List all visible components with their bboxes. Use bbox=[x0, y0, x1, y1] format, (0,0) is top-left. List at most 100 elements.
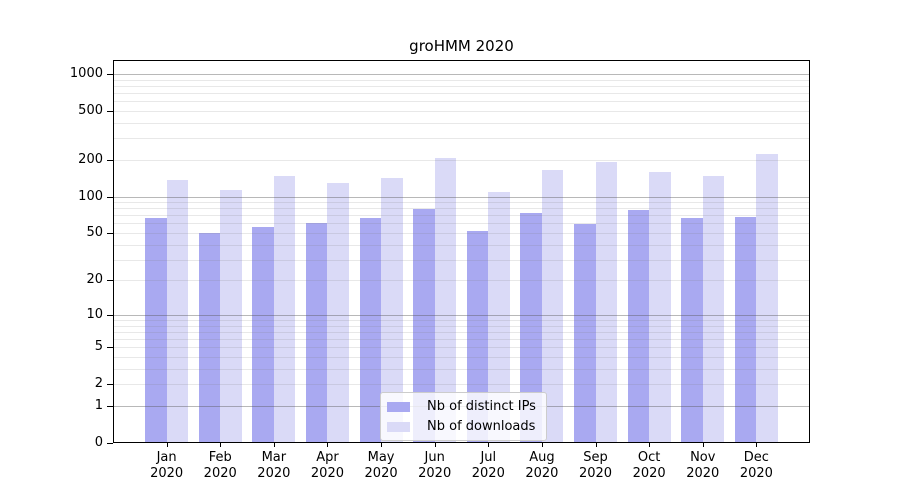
gridline-900 bbox=[113, 79, 810, 81]
y-tick-label-2: 2 bbox=[94, 376, 103, 392]
x-tick-year: 2020 bbox=[257, 466, 291, 481]
x-tick-label-dec: Dec 2020 bbox=[728, 450, 784, 482]
y-tick-10 bbox=[107, 314, 113, 316]
bar-downloads-jun bbox=[434, 158, 457, 443]
bar-ips-sep bbox=[574, 224, 596, 443]
gridline-100 bbox=[113, 196, 810, 198]
bar-downloads-sep bbox=[595, 161, 617, 443]
gridline-7 bbox=[113, 331, 810, 333]
bar-downloads-feb bbox=[220, 190, 242, 443]
bar-downloads-jan bbox=[166, 180, 189, 443]
y-tick-0 bbox=[107, 443, 113, 444]
bar-downloads-apr bbox=[327, 183, 349, 443]
y-tick-label-1: 1 bbox=[94, 397, 103, 413]
x-tick-year: 2020 bbox=[739, 466, 773, 481]
gridline-70 bbox=[113, 215, 810, 217]
bar-ips-nov bbox=[681, 218, 703, 443]
x-tick-label-oct: Oct 2020 bbox=[621, 450, 677, 482]
gridline-5 bbox=[113, 347, 810, 349]
x-tick-label-mar: Mar 2020 bbox=[246, 450, 302, 482]
x-tick-year: 2020 bbox=[578, 466, 613, 481]
plot-area bbox=[113, 60, 810, 443]
bar-downloads-may bbox=[381, 178, 403, 443]
legend-swatch-distinct-ips bbox=[387, 401, 410, 412]
bar-ips-jan bbox=[145, 217, 167, 443]
chart-title: groHMM 2020 bbox=[409, 37, 514, 55]
x-tick-year: 2020 bbox=[525, 466, 559, 481]
gridline-50 bbox=[113, 233, 810, 234]
x-tick-jun bbox=[434, 443, 436, 447]
y-tick-1000 bbox=[107, 74, 113, 75]
x-tick-year: 2020 bbox=[418, 466, 452, 481]
x-tick-year: 2020 bbox=[686, 466, 720, 481]
gridline-20 bbox=[113, 280, 810, 282]
gridline-9 bbox=[113, 320, 810, 322]
gridline-30 bbox=[113, 259, 810, 261]
x-tick-jul bbox=[488, 443, 490, 447]
gridline-6 bbox=[113, 339, 810, 341]
y-tick-200 bbox=[107, 159, 113, 161]
bar-downloads-oct bbox=[649, 172, 671, 443]
x-tick-apr bbox=[327, 443, 329, 447]
bar-downloads-aug bbox=[541, 169, 564, 443]
bar-ips-feb bbox=[198, 233, 221, 443]
bar-downloads-nov bbox=[702, 176, 725, 443]
x-tick-aug bbox=[541, 443, 543, 447]
x-tick-year: 2020 bbox=[471, 466, 505, 481]
gridline-800 bbox=[113, 85, 810, 87]
gridline-8 bbox=[113, 325, 810, 327]
y-tick-label-0: 0 bbox=[94, 435, 103, 450]
x-tick-label-may: May 2020 bbox=[353, 450, 409, 482]
y-tick-5 bbox=[107, 347, 113, 349]
y-tick-label-50: 50 bbox=[86, 225, 103, 240]
x-tick-label-jan: Jan 2020 bbox=[139, 450, 195, 482]
x-tick-jan bbox=[166, 443, 168, 447]
bar-ips-may bbox=[359, 218, 382, 443]
x-tick-year: 2020 bbox=[632, 466, 666, 481]
x-tick-year: 2020 bbox=[203, 466, 237, 481]
gridline-4 bbox=[113, 357, 810, 359]
y-tick-label-10: 10 bbox=[86, 306, 103, 322]
x-tick-label-apr: Apr 2020 bbox=[299, 450, 355, 482]
gridline-600 bbox=[113, 101, 810, 103]
y-tick-label-20: 20 bbox=[86, 272, 103, 288]
x-tick-sep bbox=[595, 443, 597, 447]
bar-downloads-mar bbox=[273, 176, 296, 443]
bar-ips-dec bbox=[734, 216, 757, 443]
bar-downloads-dec bbox=[756, 154, 778, 443]
gridline-200 bbox=[113, 159, 810, 161]
y-tick-label-1000: 1000 bbox=[69, 66, 103, 81]
bar-ips-oct bbox=[627, 210, 650, 443]
legend-label-distinct-ips: Nb of distinct IPs bbox=[427, 399, 536, 414]
x-tick-dec bbox=[756, 443, 758, 447]
x-tick-year: 2020 bbox=[310, 466, 344, 481]
x-tick-label-jun: Jun 2020 bbox=[407, 450, 463, 482]
bar-ips-apr bbox=[306, 222, 328, 443]
y-tick-label-200: 200 bbox=[78, 151, 103, 167]
x-tick-year: 2020 bbox=[150, 466, 184, 481]
x-tick-label-sep: Sep 2020 bbox=[568, 450, 624, 482]
legend-swatch-downloads bbox=[387, 421, 410, 432]
bar-ips-jun bbox=[413, 208, 435, 443]
bar-ips-aug bbox=[520, 213, 542, 443]
gridline-1000 bbox=[113, 74, 810, 75]
x-tick-feb bbox=[220, 443, 222, 447]
y-tick-20 bbox=[107, 280, 113, 282]
legend-item-downloads: Nb of downloads bbox=[387, 418, 536, 435]
bar-ips-mar bbox=[252, 227, 274, 443]
x-tick-oct bbox=[649, 443, 651, 447]
x-tick-label-feb: Feb 2020 bbox=[192, 450, 248, 482]
gridline-3 bbox=[113, 368, 810, 370]
gridline-90 bbox=[113, 202, 810, 204]
gridline-80 bbox=[113, 208, 810, 210]
y-tick-label-500: 500 bbox=[78, 102, 103, 118]
y-tick-500 bbox=[107, 110, 113, 112]
gridline-60 bbox=[113, 223, 810, 225]
gridline-40 bbox=[113, 244, 810, 246]
gridline-700 bbox=[113, 93, 810, 95]
x-tick-label-jul: Jul 2020 bbox=[460, 450, 516, 482]
legend-label-downloads: Nb of downloads bbox=[427, 419, 536, 434]
x-tick-may bbox=[381, 443, 383, 447]
x-tick-label-aug: Aug 2020 bbox=[514, 450, 570, 482]
